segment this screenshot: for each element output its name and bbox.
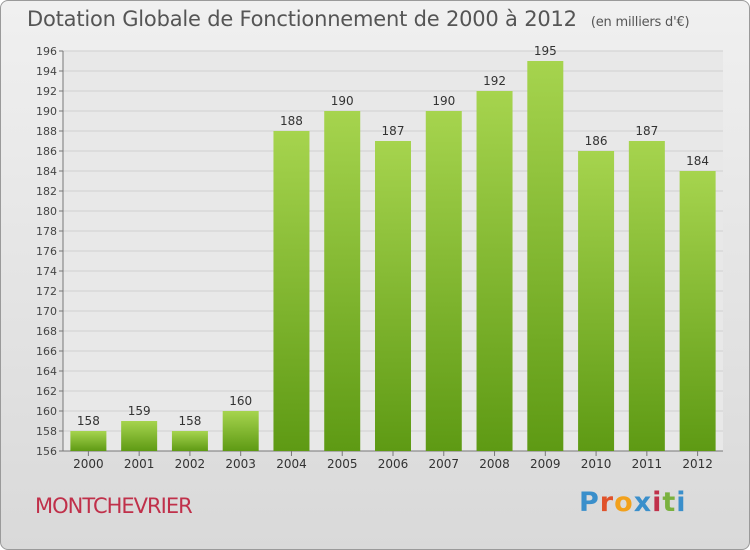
- data-label: 190: [432, 94, 455, 108]
- data-label: 188: [280, 114, 303, 128]
- logo-letter: i: [652, 487, 663, 518]
- logo-letter: o: [614, 487, 634, 518]
- x-tick-label: 2006: [378, 457, 409, 471]
- x-tick-label: 2002: [175, 457, 206, 471]
- bar-2001: [121, 421, 158, 451]
- x-tick-label: 2008: [479, 457, 510, 471]
- data-label: 158: [77, 414, 100, 428]
- data-label: 192: [483, 74, 506, 88]
- logo-letter: x: [633, 487, 653, 518]
- x-tick-label: 2007: [428, 457, 459, 471]
- chart-title-text: Dotation Globale de Fonctionnement de 20…: [27, 7, 577, 31]
- x-tick-label: 2005: [327, 457, 358, 471]
- bar-2007: [425, 111, 462, 451]
- bar-2003: [222, 411, 259, 451]
- y-tick-label: 184: [36, 165, 57, 178]
- bar-2002: [171, 431, 208, 451]
- data-label: 187: [635, 124, 658, 138]
- data-label: 187: [382, 124, 405, 138]
- bar-2004: [273, 131, 310, 451]
- y-tick-label: 166: [36, 345, 57, 358]
- x-tick-label: 2011: [632, 457, 663, 471]
- bar-2011: [628, 141, 665, 451]
- y-tick-label: 192: [36, 85, 57, 98]
- x-tick-label: 2009: [530, 457, 561, 471]
- x-tick-label: 2003: [225, 457, 256, 471]
- x-tick-label: 2000: [73, 457, 104, 471]
- bar-2010: [578, 151, 615, 451]
- x-tick-label: 2001: [124, 457, 155, 471]
- bar-2012: [679, 171, 716, 451]
- data-label: 195: [534, 44, 557, 58]
- bar-2000: [70, 431, 107, 451]
- bar-2005: [324, 111, 361, 451]
- bar-2009: [527, 61, 564, 451]
- y-tick-label: 156: [36, 445, 57, 458]
- y-tick-label: 178: [36, 225, 57, 238]
- y-tick-label: 158: [36, 425, 57, 438]
- bar-2008: [476, 91, 513, 451]
- y-tick-label: 164: [36, 365, 57, 378]
- chart-title: Dotation Globale de Fonctionnement de 20…: [27, 7, 690, 31]
- y-tick-label: 194: [36, 65, 57, 78]
- data-label: 158: [178, 414, 201, 428]
- logo-letter: P: [579, 487, 600, 518]
- y-tick-label: 196: [36, 45, 57, 58]
- data-label: 186: [585, 134, 608, 148]
- labels: 158 159 158 160 188 190 187 190 192 195 186 187 184: [77, 44, 709, 428]
- y-tick-label: 160: [36, 405, 57, 418]
- x-tick-label: 2010: [581, 457, 612, 471]
- x-tick-label: 2004: [276, 457, 307, 471]
- x-tick-label: 2012: [682, 457, 713, 471]
- proxiti-logo: Proxiti: [579, 487, 687, 518]
- y-tick-label: 162: [36, 385, 57, 398]
- data-label: 184: [686, 154, 709, 168]
- data-label: 159: [128, 404, 151, 418]
- y-tick-label: 176: [36, 245, 57, 258]
- y-tick-label: 190: [36, 105, 57, 118]
- y-tick-label: 172: [36, 285, 57, 298]
- data-label: 160: [229, 394, 252, 408]
- logo-letter: t: [662, 487, 677, 518]
- logo-letter: r: [599, 487, 615, 518]
- y-tick-label: 188: [36, 125, 57, 138]
- logo-letter: i: [676, 487, 687, 518]
- bar-2006: [375, 141, 411, 451]
- bars: [70, 61, 716, 451]
- y-tick-label: 174: [36, 265, 57, 278]
- y-tick-label: 186: [36, 145, 57, 158]
- y-tick-label: 182: [36, 185, 57, 198]
- unit-label: (en milliers d'€): [590, 15, 690, 30]
- commune-name: MONTCHEVRIER: [35, 494, 193, 518]
- y-tick-label: 168: [36, 325, 57, 338]
- y-tick-label: 170: [36, 305, 57, 318]
- data-label: 190: [331, 94, 354, 108]
- axes: 156 158 160 162 164 166 168 170 172 174 176 178 180 1…: [36, 45, 723, 471]
- y-tick-label: 180: [36, 205, 57, 218]
